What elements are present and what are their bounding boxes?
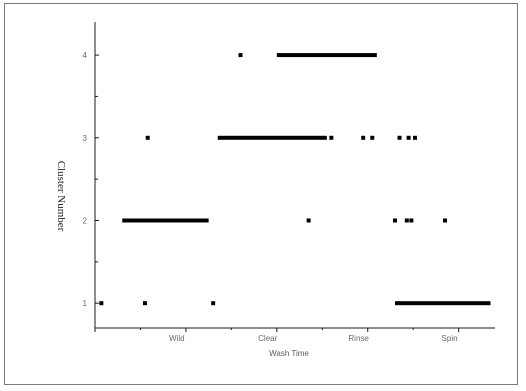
chart-frame <box>4 3 518 385</box>
axes <box>94 22 495 332</box>
data-point <box>393 218 397 223</box>
data-point <box>211 301 216 306</box>
y-axis-title: Cluster Number <box>55 161 67 232</box>
y-tick-label: 4 <box>83 51 88 60</box>
x-axis-title: Wash Time <box>269 349 309 358</box>
y-tick-label: 1 <box>83 299 88 308</box>
data-point <box>143 301 147 306</box>
x-tick-label: Rinse <box>348 334 369 343</box>
data-segment <box>122 218 209 223</box>
data-segment <box>395 301 491 306</box>
y-tick-label: 2 <box>83 216 88 225</box>
data-point <box>306 218 311 223</box>
data-point <box>361 135 366 140</box>
data-point <box>404 218 409 223</box>
data-point <box>406 135 411 140</box>
data-point <box>409 218 414 223</box>
data-point <box>370 135 375 140</box>
data-point <box>443 218 447 223</box>
x-tick-label: Wild <box>169 334 185 343</box>
x-tick-label: Clear <box>258 334 277 343</box>
data-point <box>397 135 402 140</box>
data-point <box>329 135 334 140</box>
data-marks <box>99 53 491 306</box>
x-tick-label: Spin <box>442 334 458 343</box>
y-tick-label: 3 <box>83 134 88 143</box>
data-point <box>413 135 417 140</box>
data-point <box>145 135 150 140</box>
tick-labels: 1 2 3 4 Wild Clear Rinse Spin <box>83 51 458 343</box>
data-segment <box>217 135 327 140</box>
data-segment <box>276 53 377 58</box>
data-point <box>238 53 243 58</box>
data-point <box>99 301 104 306</box>
